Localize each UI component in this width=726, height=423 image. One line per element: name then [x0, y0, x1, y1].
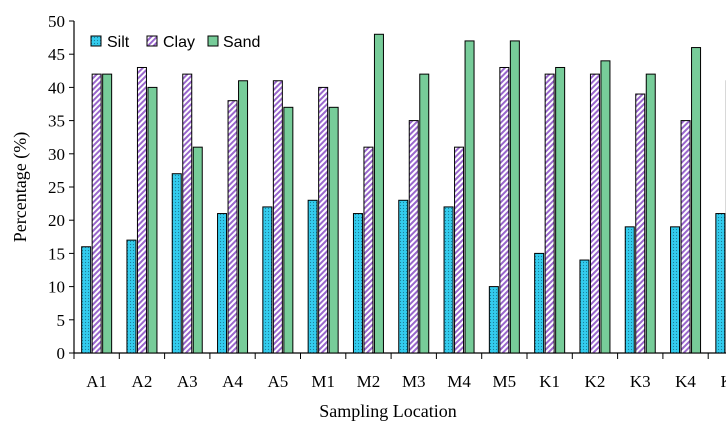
y-tick-label: 30 [48, 145, 65, 164]
x-tick-label: K2 [585, 372, 606, 391]
y-tick-label: 20 [48, 211, 65, 230]
bar-silt-k3 [624, 226, 635, 354]
bar-sand-m3 [419, 73, 430, 354]
bar-sand-m4 [464, 40, 475, 354]
bar-silt-a1 [81, 246, 92, 354]
bar-sand-m5 [509, 40, 520, 354]
y-tick-label: 0 [57, 344, 66, 363]
x-tick-label: K1 [539, 372, 560, 391]
x-tick-label: K5 [720, 372, 726, 391]
bar-silt-k5 [715, 213, 726, 354]
bar-clay-m4 [454, 146, 465, 354]
y-tick-label: 45 [48, 45, 65, 64]
bar-silt-a4 [217, 213, 228, 354]
bar-silt-a2 [126, 239, 137, 354]
bar-clay-m3 [408, 120, 419, 354]
bar-sand-m1 [328, 106, 339, 354]
bars [81, 33, 726, 354]
y-tick-label: 15 [48, 244, 65, 263]
x-tick-label: M2 [357, 372, 381, 391]
x-tick-label: A2 [132, 372, 153, 391]
y-tick-label: 35 [48, 112, 65, 131]
y-tick-label: 25 [48, 178, 65, 197]
legend-swatch-sand [207, 35, 219, 47]
x-tick-label: M4 [447, 372, 471, 391]
bar-sand-a1 [102, 73, 113, 354]
bar-silt-a3 [171, 173, 182, 354]
bar-silt-m3 [398, 199, 409, 354]
legend-label-sand: Sand [223, 34, 260, 51]
legend-swatch-clay [146, 35, 158, 47]
x-tick-label: M1 [311, 372, 335, 391]
bar-silt-m4 [443, 206, 454, 354]
bar-clay-m2 [363, 146, 374, 354]
bar-clay-a5 [272, 80, 283, 354]
x-tick-label: M5 [493, 372, 517, 391]
y-tick-label: 40 [48, 78, 65, 97]
x-tick-label: A3 [177, 372, 198, 391]
x-tick-label: K3 [630, 372, 651, 391]
bar-silt-k4 [670, 226, 681, 354]
legend-label-clay: Clay [163, 34, 195, 51]
bar-sand-a4 [238, 80, 249, 354]
bar-silt-k2 [579, 259, 590, 354]
x-tick-label: M3 [402, 372, 426, 391]
bar-silt-m1 [307, 199, 318, 354]
y-tick-label: 50 [48, 12, 65, 31]
x-tick-label: K4 [675, 372, 696, 391]
bar-clay-k1 [544, 73, 555, 354]
bar-silt-m2 [352, 213, 363, 354]
y-axis-title: Percentage (%) [10, 132, 31, 242]
legend: Silt Clay Sand [90, 34, 260, 51]
bar-clay-a4 [227, 100, 238, 354]
bar-sand-k3 [645, 73, 656, 354]
bar-clay-a3 [182, 73, 193, 354]
bar-clay-k2 [589, 73, 600, 354]
bar-silt-k1 [534, 252, 545, 354]
bar-sand-m2 [373, 33, 384, 354]
x-axis-title: Sampling Location [319, 401, 456, 421]
bar-silt-a5 [262, 206, 273, 354]
x-tick-label: A1 [86, 372, 107, 391]
bar-clay-k3 [635, 93, 646, 354]
bar-clay-m5 [499, 66, 510, 354]
legend-label-silt: Silt [107, 34, 130, 51]
y-tick-label: 10 [48, 278, 65, 297]
bar-clay-k4 [680, 120, 691, 354]
bar-sand-a3 [192, 146, 203, 354]
y-tick-label: 5 [57, 311, 66, 330]
bar-sand-a5 [283, 106, 294, 354]
bar-clay-m1 [318, 86, 329, 354]
tick-labels: 0 5 10 15 20 25 30 35 40 45 50 A1 A2 A3 A4 A5 M1 M2 M3 M4 M5… [48, 12, 726, 391]
x-tick-label: A4 [222, 372, 243, 391]
bar-silt-m5 [488, 286, 499, 354]
bar-sand-k1 [555, 66, 566, 354]
bar-sand-k4 [691, 47, 702, 354]
bar-sand-a2 [147, 86, 158, 354]
x-tick-label: A5 [267, 372, 288, 391]
bar-sand-k2 [600, 60, 611, 354]
bar-clay-a2 [136, 66, 147, 354]
legend-swatch-silt [90, 35, 102, 47]
bar-clay-a1 [91, 73, 102, 354]
